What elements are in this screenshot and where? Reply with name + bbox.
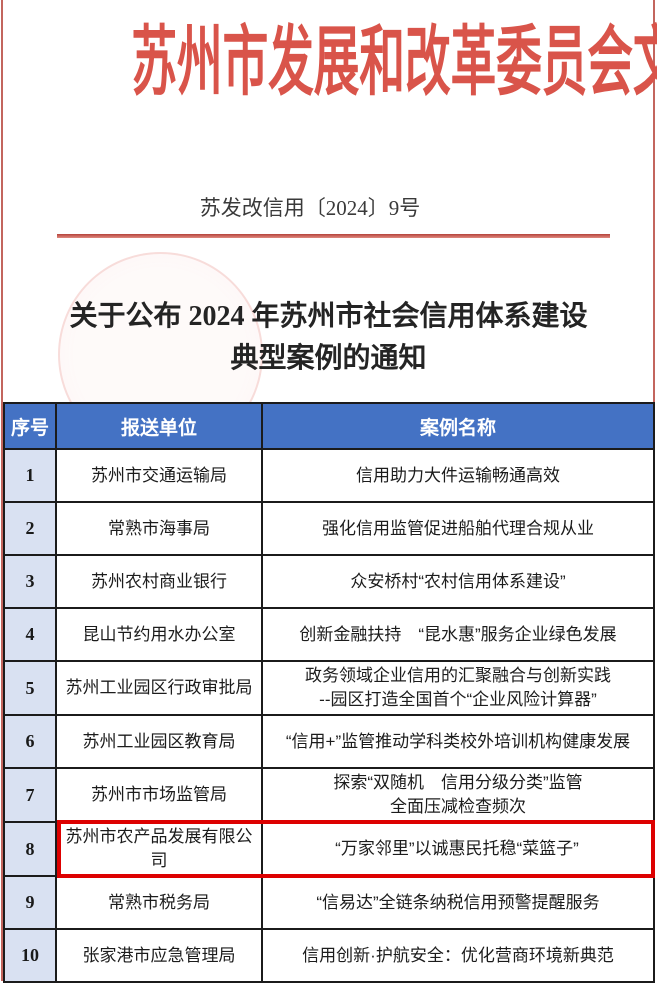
row-case: 强化信用监管促进船舶代理合规从业 xyxy=(322,518,594,538)
row-unit: 苏州市市场监管局 xyxy=(57,769,263,821)
row-unit: 苏州市交通运输局 xyxy=(57,450,263,501)
row-seq: 3 xyxy=(5,556,57,607)
document-header-title: 苏州市发展和改革委员会文件 xyxy=(131,21,657,105)
row-case: “万家邻里”以诚惠民托稳“菜篮子” xyxy=(263,823,653,875)
column-header-seq: 序号 xyxy=(5,404,57,448)
notice-title: 关于公布 2024 年苏州市社会信用体系建设 典型案例的通知 xyxy=(0,296,657,380)
row-seq: 2 xyxy=(5,503,57,554)
row-unit: 张家港市应急管理局 xyxy=(57,930,263,981)
table-row: 6 苏州工业园区教育局 “信用+”监管推动学科类校外培训机构健康发展 xyxy=(5,714,653,767)
row-case: 创新金融扶持 “昆水惠”服务企业绿色发展 xyxy=(299,624,617,644)
row-case: 政务领域企业信用的汇聚融合与创新实践 --园区打造全国首个“企业风险计算器” xyxy=(305,666,611,709)
red-divider-rule xyxy=(57,234,610,238)
row-seq: 10 xyxy=(5,930,57,981)
row-seq: 5 xyxy=(5,662,57,714)
row-seq: 7 xyxy=(5,769,57,821)
row-seq: 8 xyxy=(5,823,57,875)
row-case: 信用助力大件运输畅通高效 xyxy=(356,465,560,485)
scan-edge-left-line xyxy=(1,0,3,981)
notice-title-line2: 典型案例的通知 xyxy=(230,343,427,374)
table-row: 2 常熟市海事局 强化信用监管促进船舶代理合规从业 xyxy=(5,501,653,554)
table-row: 5 苏州工业园区行政审批局 政务领域企业信用的汇聚融合与创新实践 --园区打造全… xyxy=(5,660,653,714)
column-header-case: 案例名称 xyxy=(419,417,496,439)
row-unit: 苏州农村商业银行 xyxy=(57,556,263,607)
row-case: 众安桥村“农村信用体系建设” xyxy=(350,571,566,591)
table-row: 9 常熟市税务局 “信易达”全链条纳税信用预警提醒服务 xyxy=(5,875,653,928)
row-unit: 常熟市税务局 xyxy=(57,877,263,928)
row-seq: 4 xyxy=(5,609,57,660)
row-seq: 1 xyxy=(5,450,57,501)
notice-title-line1: 关于公布 2024 年苏州市社会信用体系建设 xyxy=(69,301,588,332)
cases-table: 序号 报送单位 案例名称 1 苏州市交通运输局 信用助力大件运输畅通高效 2 常… xyxy=(3,402,655,983)
table-header-row: 序号 报送单位 案例名称 xyxy=(5,404,653,448)
table-row: 3 苏州农村商业银行 众安桥村“农村信用体系建设” xyxy=(5,554,653,607)
table-row-highlighted: 8 苏州市农产品发展有限公司 “万家邻里”以诚惠民托稳“菜篮子” xyxy=(5,820,655,878)
row-case: “信易达”全链条纳税信用预警提醒服务 xyxy=(316,892,600,912)
row-unit: 昆山节约用水办公室 xyxy=(57,609,263,660)
row-seq: 6 xyxy=(5,716,57,767)
row-case: “信用+”监管推动学科类校外培训机构健康发展 xyxy=(285,731,631,751)
row-unit: 苏州市农产品发展有限公司 xyxy=(57,823,263,875)
row-unit: 苏州工业园区教育局 xyxy=(57,716,263,767)
document-number: 苏发改信用〔2024〕9号 xyxy=(199,196,421,220)
table-row: 4 昆山节约用水办公室 创新金融扶持 “昆水惠”服务企业绿色发展 xyxy=(5,607,653,660)
row-unit: 常熟市海事局 xyxy=(57,503,263,554)
row-case: 信用创新·护航安全：优化营商环境新典范 xyxy=(302,945,614,965)
row-unit: 苏州工业园区行政审批局 xyxy=(57,662,263,714)
column-header-unit: 报送单位 xyxy=(57,404,263,448)
row-seq: 9 xyxy=(5,877,57,928)
table-row: 1 苏州市交通运输局 信用助力大件运输畅通高效 xyxy=(5,448,653,501)
table-row: 7 苏州市市场监管局 探索“双随机 信用分级分类”监管 全面压减检查频次 xyxy=(5,767,653,821)
table-row: 10 张家港市应急管理局 信用创新·护航安全：优化营商环境新典范 xyxy=(5,928,653,981)
row-case: 探索“双随机 信用分级分类”监管 全面压减检查频次 xyxy=(333,773,583,816)
